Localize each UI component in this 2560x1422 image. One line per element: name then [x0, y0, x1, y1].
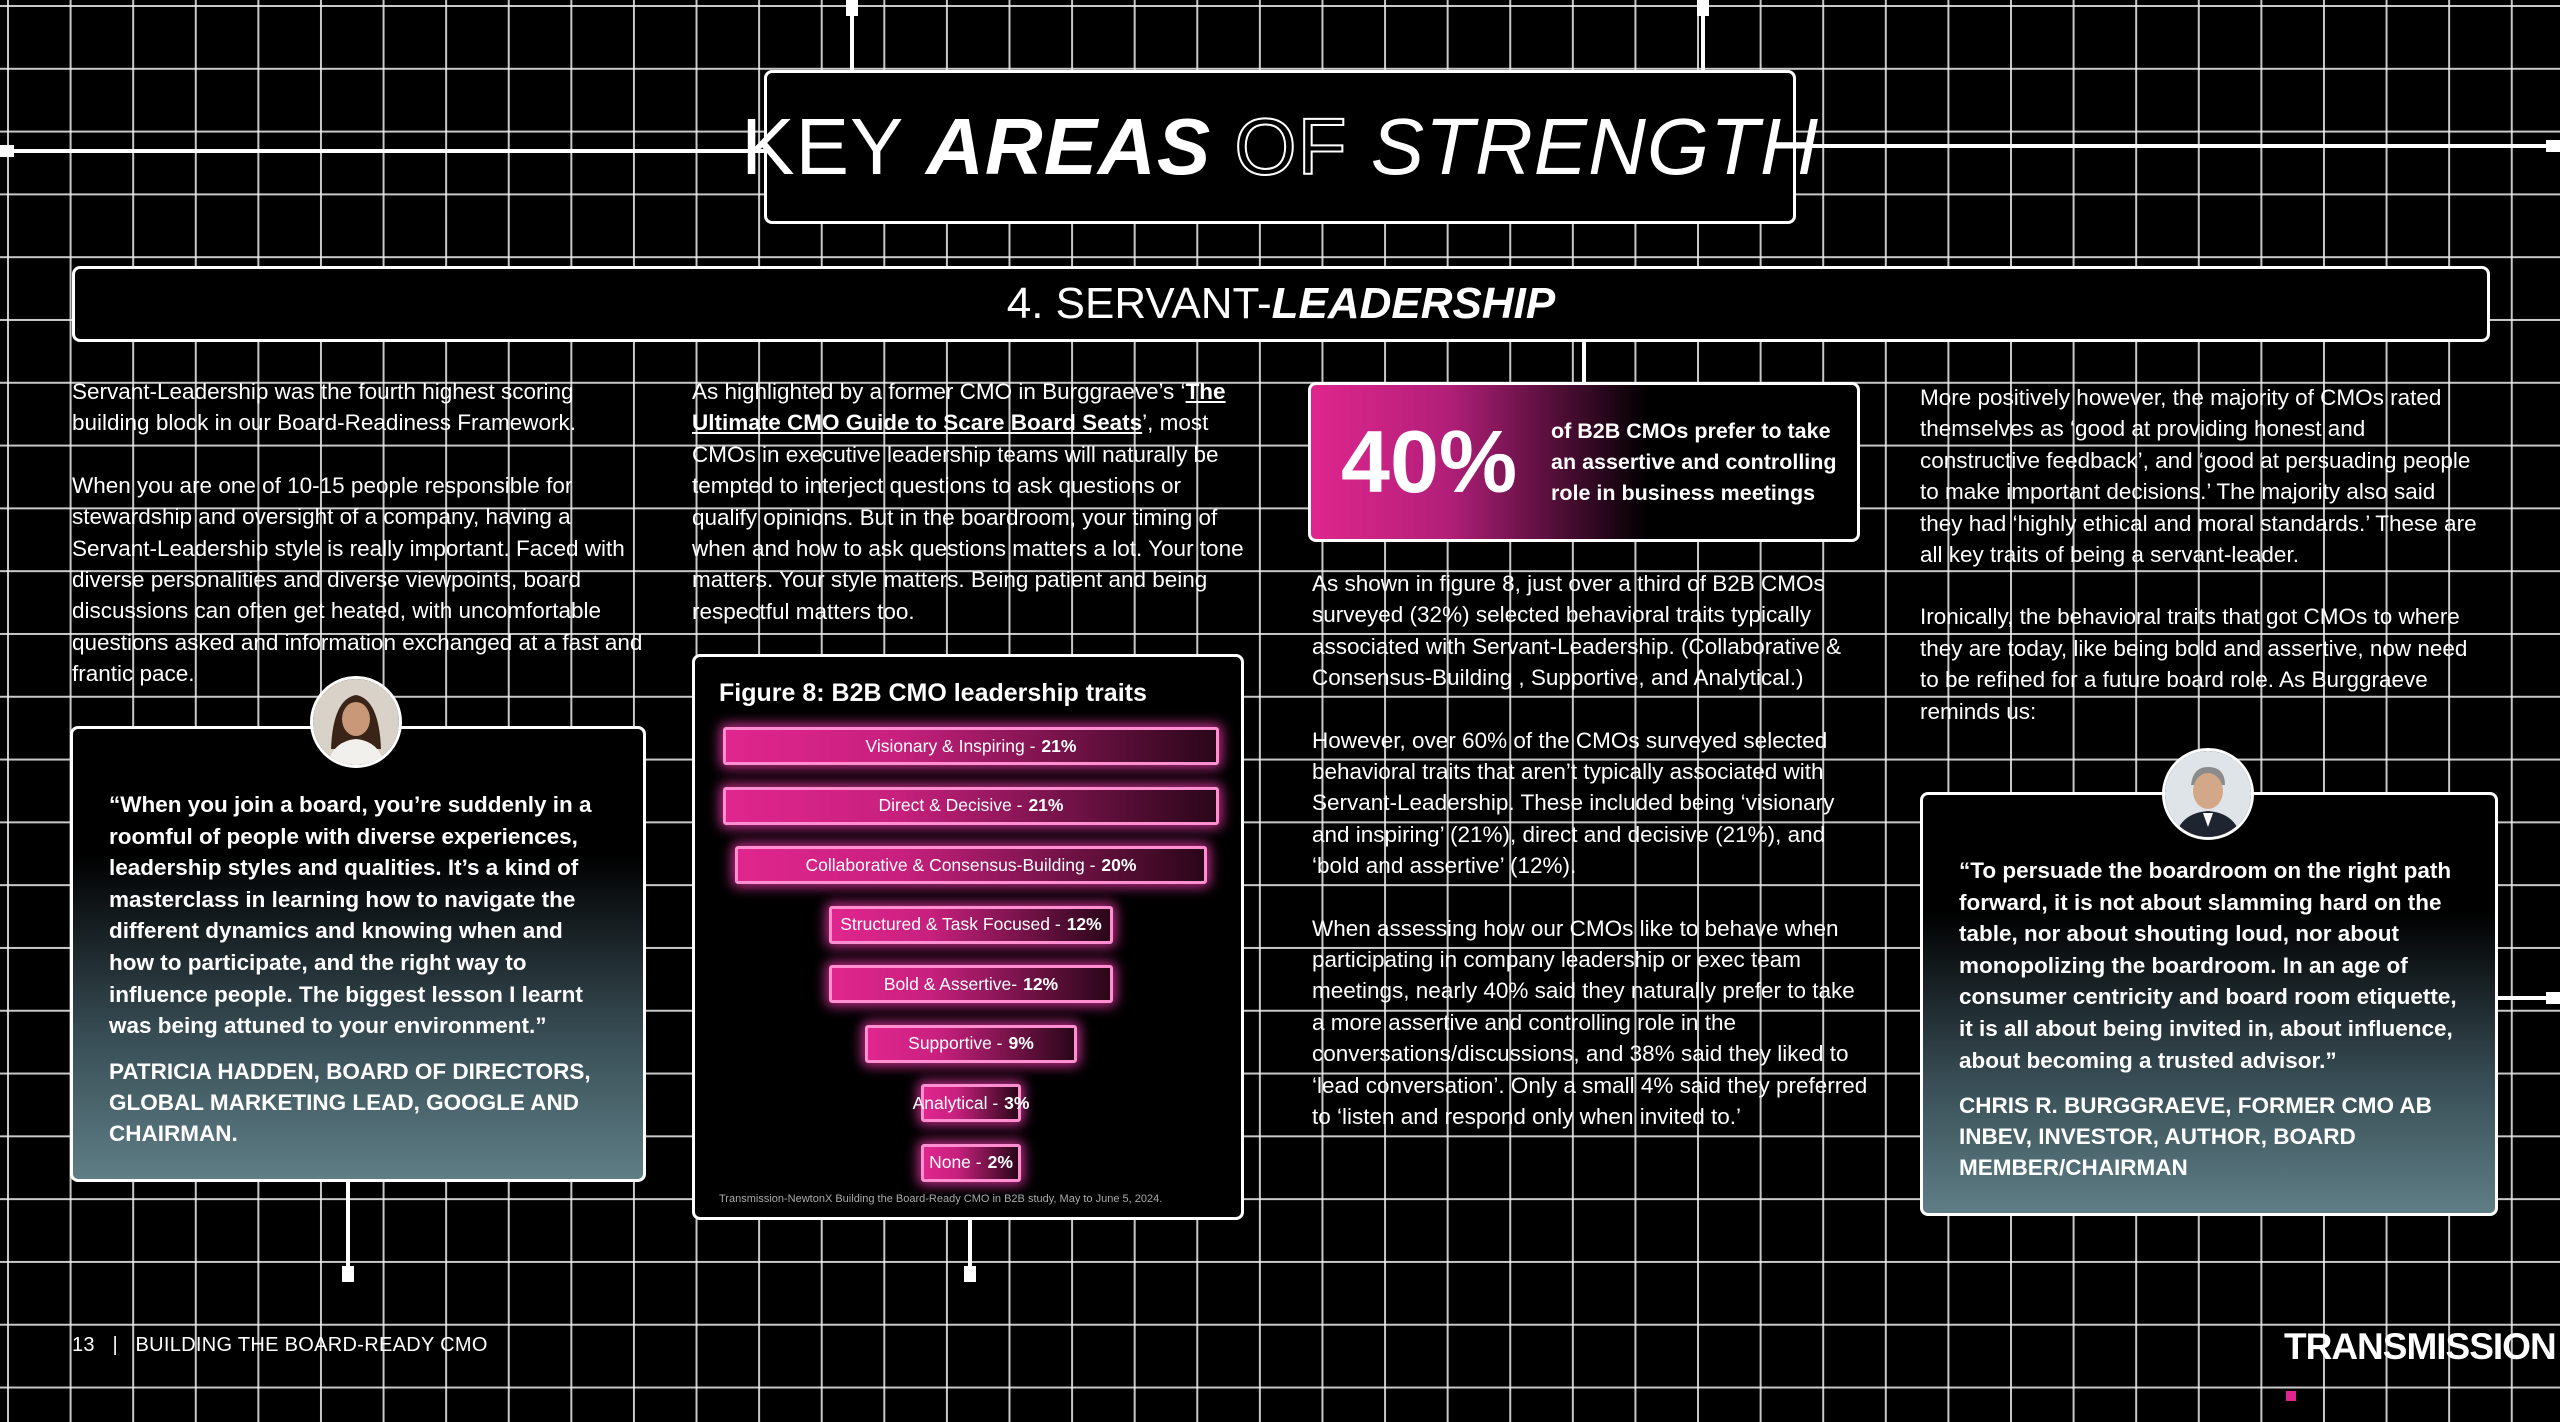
connector-node [342, 1266, 354, 1282]
bar-value-label: 21% [1028, 795, 1064, 815]
page-number: 13 [72, 1334, 95, 1356]
connector-node [2546, 140, 2560, 152]
column-3-paragraph-2: However, over 60% of the CMOs surveyed s… [1312, 727, 1835, 879]
column-3-text: As shown in figure 8, just over a third … [1312, 568, 1872, 1164]
figure-source: Transmission-NewtonX Building the Board-… [719, 1193, 1163, 1205]
title-of: OF [1233, 101, 1348, 192]
bar-label: Analytical - [912, 1092, 999, 1113]
bar-value-label: 9% [1008, 1033, 1034, 1053]
footer-separator: | [112, 1334, 118, 1356]
column-1-paragraph-2: When you are one of 10-15 people respons… [72, 472, 643, 687]
title-key: KEY [741, 102, 903, 191]
connector-line [346, 1180, 350, 1280]
bar-label: Direct & Decisive - [878, 795, 1023, 815]
chart-bar: Bold & Assertive- 12% [829, 965, 1113, 1003]
connector-node [1697, 0, 1709, 16]
section-number: 4. SERVANT- [1006, 279, 1272, 328]
column-3-paragraph-1: As shown in figure 8, just over a third … [1312, 571, 1842, 691]
title-strength: STRENGTH [1370, 102, 1819, 191]
stat-callout: 40% of B2B CMOs prefer to take an assert… [1308, 382, 1860, 542]
bar-value-label: 12% [1066, 914, 1102, 934]
page-title-box: KEY AREAS OF STRENGTH [741, 70, 1818, 224]
brand-dot [2286, 1391, 2296, 1401]
title-areas: AREAS [926, 102, 1212, 191]
chart-bar: Analytical -3% [913, 1084, 1029, 1122]
bar-value-label: 12% [1023, 973, 1059, 994]
footer: 13 | BUILDING THE BOARD-READY CMO [72, 1334, 488, 1357]
bar-label: Structured & Task Focused - [840, 914, 1061, 934]
guide-link[interactable]: The Ultimate CMO Guide to Scare Board Se… [692, 379, 1226, 436]
figure-title: Figure 8: B2B CMO leadership traits [719, 679, 1147, 707]
bar-label: Bold & Assertive- [883, 973, 1018, 994]
avatar-chris-burggraeve [2162, 748, 2254, 840]
brand-logo: TRANSMISSION [2284, 1326, 2560, 1410]
page-title: KEY AREAS OF STRENGTH [741, 101, 1818, 193]
section-emphasis: LEADERSHIP [1271, 279, 1556, 328]
column-4-paragraph-1: More positively however, the majority of… [1920, 385, 2477, 568]
stat-number: 40% [1341, 412, 1518, 511]
bar-label: Collaborative & Consensus-Building - [805, 854, 1096, 875]
bar-label: Supportive - [908, 1033, 1003, 1053]
quote-card-burggraeve: “To persuade the boardroom on the right … [1920, 792, 2498, 1216]
bar-value-label: 3% [1004, 1092, 1030, 1113]
chart-bar: Visionary & Inspiring -21% [723, 727, 1219, 765]
stat-text: of B2B CMOs prefer to take an assertive … [1551, 418, 1837, 505]
quote-attribution: PATRICIA HADDEN, BOARD OF DIRECTORS, GLO… [109, 1058, 591, 1146]
chart-bar: Collaborative & Consensus-Building -20% [734, 846, 1208, 884]
connector-line [1701, 0, 1705, 70]
chart-bar: Structured & Task Focused -12% [829, 905, 1113, 944]
connector-line [850, 0, 854, 70]
connector-node [964, 1266, 976, 1282]
column-2-paragraph: As highlighted by a former CMO in Burggr… [692, 379, 1244, 624]
column-2-text: As highlighted by a former CMO in Burggr… [692, 376, 1252, 658]
chart-bar: None -2% [921, 1143, 1021, 1182]
quote-card-hadden: “When you join a board, you’re suddenly … [70, 726, 646, 1182]
quote-text: “To persuade the boardroom on the right … [1959, 858, 2457, 1073]
document-title: BUILDING THE BOARD-READY CMO [135, 1334, 488, 1356]
bar-value-label: 21% [1041, 735, 1077, 756]
column-3-paragraph-3: When assessing how our CMOs like to beha… [1312, 915, 1868, 1130]
section-heading: 4. SERVANT-LEADERSHIP [1007, 279, 1556, 329]
column-4-paragraph-2: Ironically, the behavioral traits that g… [1920, 604, 2468, 724]
column-4-text: More positively however, the majority of… [1920, 382, 2480, 758]
connector-line [968, 1220, 972, 1280]
quote-attribution: CHRIS R. BURGGRAEVE, FORMER CMO AB INBEV… [1959, 1093, 2432, 1181]
chart-bar: Supportive -9% [864, 1024, 1078, 1063]
connector-node [0, 145, 14, 157]
connector-node [846, 0, 858, 16]
chart-bar: Direct & Decisive -21% [723, 786, 1219, 825]
quote-text: “When you join a board, you’re suddenly … [109, 792, 592, 1039]
figure-8-chart: Figure 8: B2B CMO leadership traits Visi… [692, 654, 1244, 1220]
avatar-patricia-hadden [310, 676, 402, 768]
bar-value-label: 2% [987, 1152, 1013, 1172]
column-1-text: Servant-Leadership was the fourth highes… [72, 376, 652, 721]
connector-line [1582, 342, 1586, 382]
connector-line [1796, 144, 2560, 148]
bar-label: None - [929, 1152, 982, 1172]
bar-label: Visionary & Inspiring - [865, 735, 1036, 756]
column-1-paragraph-1: Servant-Leadership was the fourth highes… [72, 379, 576, 436]
connector-node [2546, 992, 2560, 1004]
section-heading-box: 4. SERVANT-LEADERSHIP [72, 266, 2490, 342]
bar-value-label: 20% [1101, 854, 1137, 875]
connector-line [0, 149, 764, 153]
